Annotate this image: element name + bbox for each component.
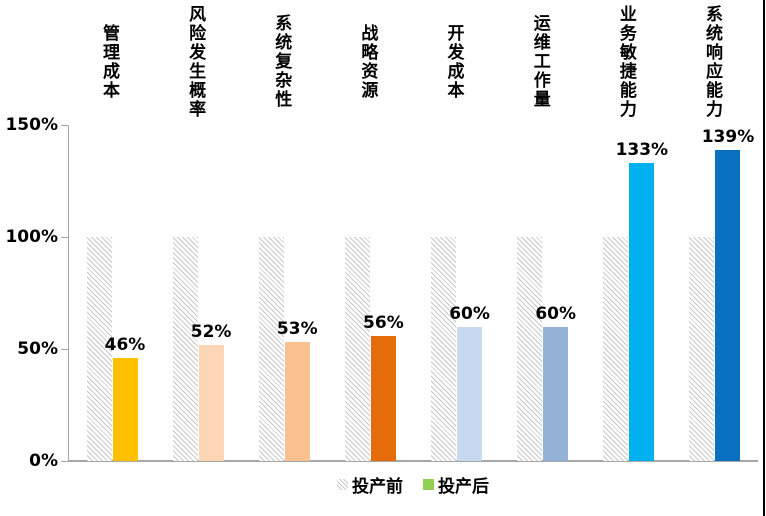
y-axis-tick [61, 124, 68, 126]
bar-after [284, 342, 310, 461]
bar-after [198, 344, 224, 461]
bar-before [86, 237, 112, 461]
bar-after [629, 163, 655, 461]
category-label: 战略资源 [357, 23, 378, 100]
bar-after [543, 326, 569, 461]
bar-value-label: 53% [276, 319, 318, 340]
category-label: 风险发生概率 [185, 4, 206, 119]
hatched-swatch-icon [337, 478, 348, 490]
category-label: 业务敏捷能力 [615, 4, 636, 119]
y-axis-tick-label: 100% [5, 227, 58, 247]
y-axis-tick [61, 236, 68, 238]
bar-before [172, 237, 198, 461]
legend-item-before: 投产前 [337, 472, 403, 497]
category-label: 系统复杂性 [271, 14, 292, 109]
bar-before [603, 237, 629, 461]
legend-label-before: 投产前 [352, 476, 403, 497]
chart-legend: 投产前 投产后 [68, 471, 758, 497]
y-axis-tick-label: 0% [29, 451, 58, 471]
bar-value-label: 60% [535, 303, 577, 324]
y-axis-tick-label: 150% [5, 115, 58, 135]
x-axis-line [68, 460, 758, 462]
green-swatch-icon [423, 478, 434, 490]
bar-after [715, 149, 741, 461]
bar-value-label: 60% [449, 303, 490, 324]
category-label: 运维工作量 [529, 14, 550, 109]
category-label: 系统响应能力 [701, 4, 722, 119]
y-axis-tick-label: 50% [17, 339, 58, 359]
category-label: 管理成本 [99, 23, 119, 100]
y-axis-line [68, 125, 69, 461]
bar-value-label: 56% [363, 312, 404, 333]
bar-before [258, 237, 284, 461]
bar-after [457, 326, 483, 461]
bar-after [112, 357, 138, 461]
y-axis-tick [61, 348, 68, 350]
bar-value-label: 133% [615, 140, 669, 161]
legend-label-after: 投产后 [438, 476, 489, 497]
bar-value-label: 46% [104, 334, 146, 355]
bar-value-label: 52% [190, 321, 232, 342]
y-axis-tick [61, 460, 68, 462]
bar-before [517, 237, 543, 461]
bar-before [431, 237, 457, 461]
legend-item-after: 投产后 [423, 472, 489, 497]
bar-after [370, 335, 396, 461]
right-border-line [763, 0, 765, 516]
bar-before [344, 237, 370, 461]
category-label: 开发成本 [443, 23, 464, 100]
bar-value-label: 139% [701, 126, 755, 147]
bar-before [689, 237, 715, 461]
